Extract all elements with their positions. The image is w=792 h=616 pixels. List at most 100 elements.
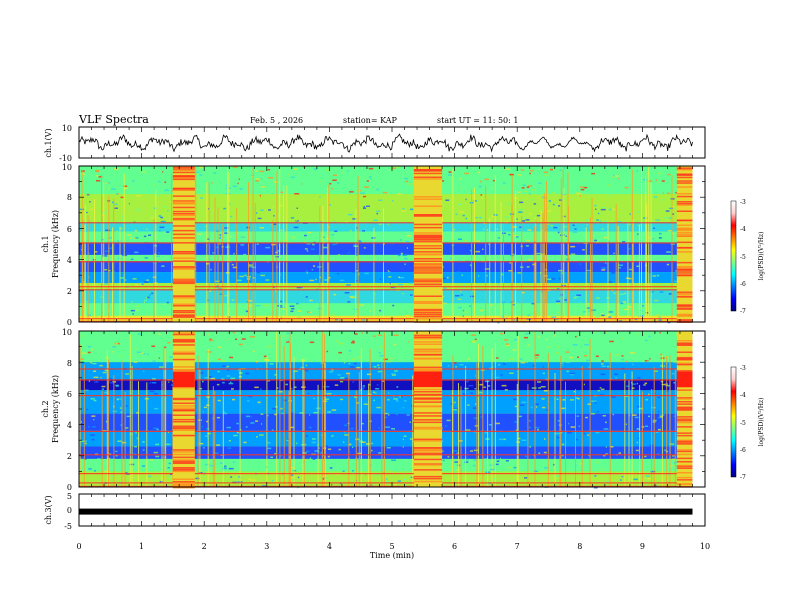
spectrogram-cell (225, 365, 229, 368)
spectrogram-cell (254, 386, 259, 389)
spectrogram-cell (667, 173, 671, 176)
spectrogram-cell (307, 298, 310, 301)
spectrogram-cell (390, 357, 395, 360)
spectrogram-cell (529, 169, 534, 172)
spectrogram-cell (658, 237, 662, 239)
spectrogram-cell (242, 357, 247, 359)
spectrogram-cell (235, 349, 239, 352)
spectrogram-cell (126, 177, 129, 180)
spectrogram-cell (235, 338, 238, 340)
sferic-streak (239, 368, 241, 487)
spectrogram-cell (410, 476, 414, 479)
spectrogram-cell (116, 208, 119, 211)
spectrogram-cell (96, 175, 99, 177)
spectrogram-cell (309, 414, 311, 416)
sferic-streak (171, 172, 173, 322)
spectrogram-cell (569, 373, 575, 376)
spectrogram-cell (521, 291, 525, 294)
gap-stripe (413, 388, 443, 391)
gap-stripe (172, 297, 195, 299)
spectrogram-cell (562, 399, 566, 401)
spectrogram-cell (216, 383, 220, 386)
spectrogram-cell (543, 171, 549, 174)
spectrogram-cell (601, 228, 604, 230)
sferic-streak (227, 167, 229, 322)
gap-stripe (172, 483, 195, 486)
gap-stripe (413, 405, 443, 408)
spectrogram-cell (617, 221, 622, 223)
spectrogram-cell (113, 203, 118, 206)
spectrogram-cell (129, 192, 132, 195)
spectrogram-cell (337, 182, 340, 184)
spectrogram-cell (632, 363, 634, 366)
spectrogram-cell (517, 272, 521, 274)
spectrogram-cell (673, 361, 678, 363)
gap-stripe (413, 260, 443, 262)
spectrogram-cell (523, 477, 528, 479)
gap-stripe (172, 210, 195, 213)
spectrogram-cell (384, 168, 390, 171)
spectrogram-cell (349, 229, 352, 232)
gap-stripe (172, 169, 195, 172)
spectrogram-cell (220, 462, 223, 464)
spectrogram-cell (637, 233, 639, 235)
spectrogram-cell (584, 392, 589, 394)
spectrogram-cell (371, 442, 374, 445)
spectrogram-cell (104, 369, 108, 372)
spectrogram-cell (323, 246, 328, 249)
no-data-region (692, 166, 705, 322)
spectrogram-cell (295, 316, 297, 318)
sferic-streak (317, 384, 319, 487)
spectrogram-cell (79, 482, 84, 485)
spectrogram-cell (249, 241, 255, 243)
spectrogram-cell (400, 252, 403, 255)
ch1-cb-tick-m5: -5 (740, 254, 746, 261)
sferic-streak (254, 203, 256, 322)
spectrogram-cell (328, 371, 334, 373)
gap-stripe (172, 176, 195, 178)
spectrogram-cell (306, 272, 309, 274)
spectrogram-cell (443, 302, 447, 305)
sferic-streak (82, 219, 84, 322)
spectrogram-cell (625, 423, 627, 425)
spectrogram-cell (513, 398, 518, 401)
spectrogram-cell (611, 259, 615, 261)
spectrogram-cell (456, 469, 459, 471)
spectrogram-cell (89, 201, 91, 203)
spectrogram-cell (308, 426, 312, 429)
spectrogram-cell (364, 272, 369, 275)
spectrogram-cell (316, 455, 322, 457)
spectrogram-cell (245, 310, 248, 313)
spectrogram-cell (552, 203, 555, 206)
spectrogram-cell (318, 401, 321, 403)
spectrogram-cell (304, 234, 307, 237)
ch1-ytick-6: 6 (67, 225, 72, 234)
spectrogram-cell (120, 424, 123, 426)
spectrogram-cell (259, 434, 264, 436)
spectrogram-cell (135, 284, 138, 286)
sferic-streak (321, 331, 323, 487)
spectrogram-cell (495, 422, 500, 425)
ch2-spec-ylabel-ch: ch.2 (41, 400, 50, 417)
spectrogram-cell (551, 316, 557, 318)
gap-stripe (676, 168, 693, 171)
spectrogram-cell (208, 365, 212, 367)
spectrogram-cell (395, 413, 399, 416)
spectrogram-cell (326, 393, 332, 395)
tone-line (79, 289, 693, 291)
spectrogram-cell (645, 425, 649, 427)
spectrogram-cell (402, 292, 404, 295)
gap-stripe (172, 451, 195, 453)
ch1-spectrogram-panel: 0 2 4 6 8 10 ch.1 Frequency (kHz) (41, 163, 706, 327)
spectrogram-cell (362, 230, 365, 232)
spectrogram-cell (544, 438, 546, 440)
tone-line (79, 242, 693, 244)
spectrogram-cell (610, 176, 613, 178)
spectrogram-cell (120, 419, 126, 422)
spectrogram-cell (319, 196, 321, 198)
spectrogram-cell (230, 235, 233, 238)
spectrogram-cell (121, 441, 127, 444)
spectrogram-cell (296, 252, 302, 254)
gap-stripe (676, 210, 693, 212)
gap-stripe (172, 213, 195, 215)
